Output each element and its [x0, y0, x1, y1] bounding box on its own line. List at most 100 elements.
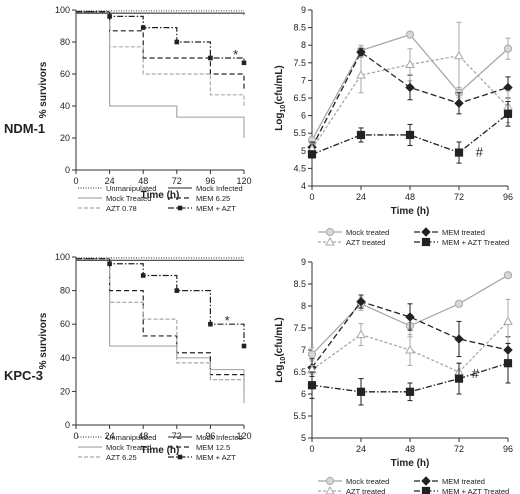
series-line [311, 300, 509, 368]
y-tick-label: 8 [301, 301, 306, 311]
data-point [454, 98, 464, 108]
legend: Mock treated MEM treated AZT treated MEM + … [318, 476, 509, 494]
x-tick-label: 0 [73, 431, 78, 441]
step-marker [107, 14, 112, 19]
step-marker [107, 261, 112, 267]
x-tick-label: 0 [73, 176, 78, 186]
series-line [311, 55, 509, 150]
survival-curve [76, 11, 245, 63]
x-tick-label: 48 [138, 176, 148, 186]
y-axis-title: % survivors [38, 61, 49, 118]
legend-label: Unmanipulated [106, 184, 156, 193]
legend-item-mock-treated: Mock treated [318, 227, 389, 237]
step-marker [140, 273, 146, 278]
y-tick-label: 5.5 [293, 411, 306, 421]
legend-marker [325, 485, 335, 494]
legend-item-mock-treated: Mock treated [318, 476, 389, 486]
y-tick-label: 80 [60, 286, 70, 296]
data-point [405, 387, 415, 396]
series-mem-azt [76, 258, 247, 349]
x-tick-label: 72 [454, 444, 464, 454]
legend-marker [421, 486, 431, 494]
series-mem-azt [76, 11, 247, 66]
legend-item-mem-treated: MEM treated [414, 476, 485, 486]
series-line [311, 362, 509, 393]
legend-item-mock-infected: Mock Infected [168, 184, 243, 193]
legend-marker [325, 236, 335, 246]
legend: Mock treated MEM treated AZT treated MEM + … [318, 227, 509, 247]
step-marker [174, 288, 180, 293]
series-azt-treated [307, 298, 513, 382]
legend-label: MEM + AZT [196, 453, 236, 462]
survival-curve [76, 258, 245, 404]
legend-label: Mock Treated [106, 443, 151, 452]
data-point [503, 109, 513, 118]
data-point [356, 296, 366, 307]
legend-marker [177, 454, 183, 460]
x-tick-label: 72 [454, 192, 464, 202]
y-tick-label: 0 [65, 165, 70, 175]
y-tick-label: 80 [60, 37, 70, 47]
legend-item-mem-12-5: MEM 12.5 [168, 443, 230, 452]
series-azt-6-25 [76, 258, 245, 392]
y-tick-label: 7.5 [293, 58, 306, 68]
series-azt-0-78 [76, 11, 245, 106]
y-tick-label: 7 [301, 75, 306, 85]
x-tick-label: 24 [356, 192, 366, 202]
data-point [356, 130, 366, 140]
data-point [356, 329, 366, 339]
legend-item-mem-azt: MEM + AZT [168, 453, 236, 462]
legend-item-mem-azt-treated: MEM + AZT Treated [414, 486, 509, 494]
data-point [454, 334, 464, 344]
legend-label: Mock treated [346, 477, 389, 486]
x-tick-label: 48 [405, 192, 415, 202]
series-mem-azt-treated [307, 101, 513, 164]
data-point [454, 374, 464, 383]
legend-label: MEM + AZT Treated [442, 238, 509, 247]
y-tick-label: 5 [301, 433, 306, 443]
x-axis-title: Time (h) [391, 206, 430, 217]
legend-item-mem-treated: MEM treated [414, 227, 485, 237]
survival-curve [76, 258, 245, 347]
x-tick-label: 48 [405, 444, 415, 454]
legend-label: MEM treated [442, 477, 485, 486]
y-tick-label: 6 [301, 389, 306, 399]
x-tick-label: 96 [503, 192, 513, 202]
legend-item-mem-azt: MEM + AZT [168, 204, 236, 213]
data-point [503, 316, 513, 325]
data-point [356, 70, 366, 79]
step-marker [241, 60, 247, 66]
data-point [356, 387, 366, 396]
y-tick-label: 9 [301, 257, 306, 267]
y-tick-label: 6.5 [293, 93, 306, 103]
row-label-bottom: KPC-3 [4, 368, 43, 383]
x-tick-label: 120 [236, 176, 251, 186]
legend-label: AZT 0.78 [106, 204, 137, 213]
y-tick-label: 5.5 [293, 128, 306, 138]
x-tick-label: 24 [105, 176, 115, 186]
legend-label: AZT 6.25 [106, 453, 137, 462]
legend-label: Mock Infected [196, 433, 243, 442]
series-line [311, 113, 509, 155]
significance-annotation: # [476, 145, 484, 160]
legend-label: AZT treated [346, 238, 385, 247]
legend-item-mock-infected: Mock Infected [168, 433, 243, 442]
legend-item-azt-treated: AZT treated [318, 485, 385, 494]
data-point [405, 312, 415, 322]
legend-label: Mock Treated [106, 194, 151, 203]
x-axis-title: Time (h) [141, 190, 180, 201]
legend-marker [421, 227, 431, 237]
x-tick-label: 120 [236, 431, 251, 441]
step-marker [140, 25, 146, 30]
data-point [503, 44, 513, 53]
legend-marker [325, 476, 335, 486]
legend-marker [177, 205, 183, 211]
legend-label: Mock treated [346, 228, 389, 237]
x-tick-label: 24 [356, 444, 366, 454]
significance-annotation: # [472, 366, 480, 381]
panel-kpc3-burden: 0 24 48 72 96 5 5.5 6 6.5 7 7.5 8 8.5 9 Time (h) Log10(… [274, 257, 513, 494]
x-tick-label: 96 [503, 444, 513, 454]
x-tick-label: 72 [172, 176, 182, 186]
survival-curve [76, 11, 245, 138]
y-tick-label: 4.5 [293, 163, 306, 173]
